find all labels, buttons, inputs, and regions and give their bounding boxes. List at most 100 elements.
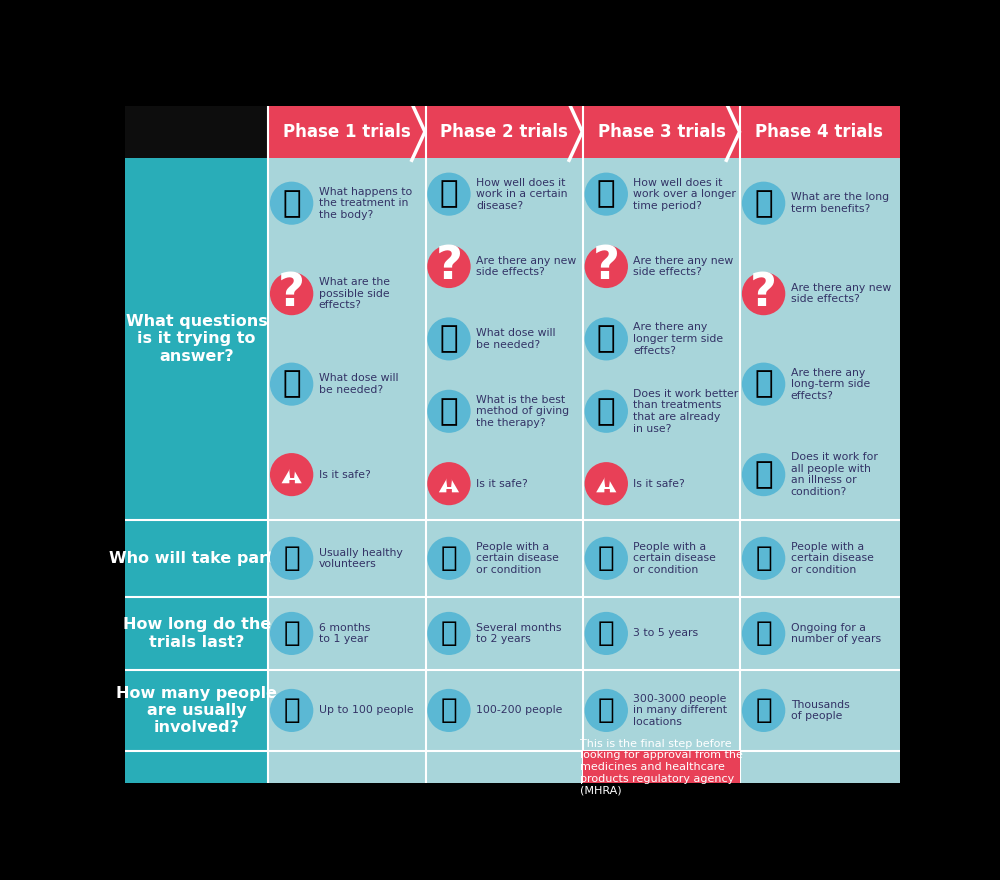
Bar bbox=[268, 106, 900, 158]
Text: What questions
is it trying to
answer?: What questions is it trying to answer? bbox=[126, 314, 268, 363]
Circle shape bbox=[742, 453, 785, 496]
Circle shape bbox=[270, 181, 313, 224]
Text: Are there any new
side effects?: Are there any new side effects? bbox=[791, 282, 891, 304]
Text: What are the long
term benefits?: What are the long term benefits? bbox=[791, 193, 889, 214]
Text: Several months
to 2 years: Several months to 2 years bbox=[476, 623, 562, 644]
Polygon shape bbox=[437, 473, 461, 494]
Text: !: ! bbox=[442, 472, 456, 501]
Text: 🟡: 🟡 bbox=[282, 370, 301, 399]
Text: 🟡: 🟡 bbox=[440, 325, 458, 354]
Text: How long do the
trials last?: How long do the trials last? bbox=[123, 617, 271, 649]
Text: Is it safe?: Is it safe? bbox=[319, 470, 370, 480]
Text: ?: ? bbox=[593, 244, 620, 289]
Circle shape bbox=[742, 689, 785, 732]
Text: ?: ? bbox=[750, 271, 777, 316]
Text: 100-200 people: 100-200 people bbox=[476, 706, 562, 715]
Text: People with a
certain disease
or condition: People with a certain disease or conditi… bbox=[791, 542, 874, 575]
Text: How many people
are usually
involved?: How many people are usually involved? bbox=[116, 686, 277, 736]
Text: Thousands
of people: Thousands of people bbox=[791, 700, 849, 722]
Text: 🔍: 🔍 bbox=[282, 188, 301, 217]
Circle shape bbox=[585, 537, 628, 580]
Text: Are there any new
side effects?: Are there any new side effects? bbox=[633, 256, 734, 277]
Text: Are there any
longer term side
effects?: Are there any longer term side effects? bbox=[633, 322, 724, 356]
Text: How well does it
work over a longer
time period?: How well does it work over a longer time… bbox=[633, 178, 736, 210]
Text: Phase 4 trials: Phase 4 trials bbox=[755, 123, 883, 141]
Circle shape bbox=[427, 172, 471, 216]
Text: Is it safe?: Is it safe? bbox=[476, 479, 528, 488]
Text: 🏅: 🏅 bbox=[754, 188, 773, 217]
Text: 👥: 👥 bbox=[754, 460, 773, 489]
Circle shape bbox=[427, 390, 471, 433]
Bar bbox=[125, 106, 268, 158]
Text: !: ! bbox=[599, 472, 613, 501]
Text: What are the
possible side
effects?: What are the possible side effects? bbox=[319, 277, 390, 311]
Text: Ongoing for a
number of years: Ongoing for a number of years bbox=[791, 623, 881, 644]
Text: 👥: 👥 bbox=[283, 696, 300, 724]
Text: Is it safe?: Is it safe? bbox=[633, 479, 685, 488]
Polygon shape bbox=[740, 106, 898, 158]
Text: How well does it
work in a certain
disease?: How well does it work in a certain disea… bbox=[476, 178, 568, 210]
Polygon shape bbox=[594, 473, 618, 494]
Text: Does it work for
all people with
an illness or
condition?: Does it work for all people with an illn… bbox=[791, 452, 878, 497]
Text: 🎨: 🎨 bbox=[440, 180, 458, 209]
Circle shape bbox=[742, 363, 785, 406]
Circle shape bbox=[585, 172, 628, 216]
Polygon shape bbox=[426, 106, 583, 158]
Text: 6 months
to 1 year: 6 months to 1 year bbox=[319, 623, 370, 644]
Text: Phase 1 trials: Phase 1 trials bbox=[283, 123, 411, 141]
Text: 👥: 👥 bbox=[755, 545, 772, 572]
Text: ?: ? bbox=[278, 271, 305, 316]
Text: 💊: 💊 bbox=[597, 397, 616, 426]
Circle shape bbox=[585, 245, 628, 288]
Circle shape bbox=[427, 462, 471, 505]
Circle shape bbox=[585, 689, 628, 732]
Text: Usually healthy
volunteers: Usually healthy volunteers bbox=[319, 547, 402, 569]
Text: Who will take part?: Who will take part? bbox=[109, 551, 284, 566]
Circle shape bbox=[427, 318, 471, 361]
Text: Phase 2 trials: Phase 2 trials bbox=[440, 123, 568, 141]
Text: 📅: 📅 bbox=[441, 620, 457, 648]
Circle shape bbox=[585, 390, 628, 433]
Circle shape bbox=[427, 612, 471, 655]
Polygon shape bbox=[280, 464, 304, 484]
Text: 📅: 📅 bbox=[598, 620, 615, 648]
Text: This is the final step before
looking for approval from the
medicines and health: This is the final step before looking fo… bbox=[580, 739, 743, 796]
Text: What happens to
the treatment in
the body?: What happens to the treatment in the bod… bbox=[319, 187, 412, 220]
Text: 👥: 👥 bbox=[441, 696, 457, 724]
Text: 👥: 👥 bbox=[441, 545, 457, 572]
Text: 📋: 📋 bbox=[597, 180, 616, 209]
Circle shape bbox=[585, 462, 628, 505]
Circle shape bbox=[270, 689, 313, 732]
Circle shape bbox=[585, 612, 628, 655]
Text: Does it work better
than treatments
that are already
in use?: Does it work better than treatments that… bbox=[633, 389, 739, 434]
Text: 💉: 💉 bbox=[440, 397, 458, 426]
Text: !: ! bbox=[285, 462, 299, 491]
Circle shape bbox=[585, 318, 628, 361]
Text: Up to 100 people: Up to 100 people bbox=[319, 706, 413, 715]
Text: What dose will
be needed?: What dose will be needed? bbox=[319, 373, 398, 395]
Circle shape bbox=[742, 272, 785, 315]
Text: 🩺: 🩺 bbox=[754, 370, 773, 399]
Circle shape bbox=[427, 245, 471, 288]
Circle shape bbox=[742, 612, 785, 655]
Text: 👤: 👤 bbox=[283, 545, 300, 572]
Text: What is the best
method of giving
the therapy?: What is the best method of giving the th… bbox=[476, 395, 569, 428]
Polygon shape bbox=[268, 106, 426, 158]
Text: Phase 3 trials: Phase 3 trials bbox=[598, 123, 726, 141]
Circle shape bbox=[427, 537, 471, 580]
Bar bbox=[125, 158, 268, 783]
Text: Are there any new
side effects?: Are there any new side effects? bbox=[476, 256, 576, 277]
Circle shape bbox=[270, 363, 313, 406]
Circle shape bbox=[270, 453, 313, 496]
Text: Are there any
long-term side
effects?: Are there any long-term side effects? bbox=[791, 368, 870, 400]
Text: 📅: 📅 bbox=[755, 620, 772, 648]
Text: People with a
certain disease
or condition: People with a certain disease or conditi… bbox=[476, 542, 559, 575]
Text: ?: ? bbox=[435, 244, 462, 289]
Text: What dose will
be needed?: What dose will be needed? bbox=[476, 328, 556, 349]
Text: 👥: 👥 bbox=[598, 696, 615, 724]
Text: 👥: 👥 bbox=[598, 545, 615, 572]
Circle shape bbox=[742, 537, 785, 580]
Text: 3 to 5 years: 3 to 5 years bbox=[633, 628, 699, 638]
Polygon shape bbox=[583, 106, 740, 158]
Text: 👥: 👥 bbox=[755, 696, 772, 724]
